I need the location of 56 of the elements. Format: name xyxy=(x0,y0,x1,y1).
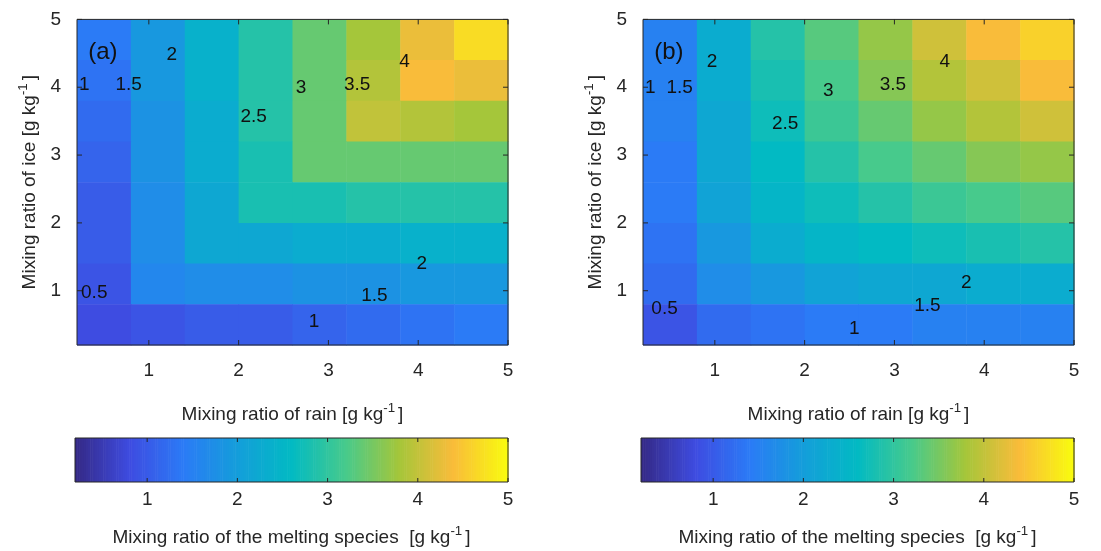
y-tick-label: 2 xyxy=(50,211,61,233)
y-tick-label: 5 xyxy=(616,7,627,29)
annotation: 3.5 xyxy=(879,72,907,94)
annotation: (a) xyxy=(88,36,118,64)
x-tick-label: 5 xyxy=(502,358,514,380)
annotation: 1.5 xyxy=(115,72,142,94)
annotation: 1.5 xyxy=(666,76,693,98)
annotation: 1 xyxy=(308,310,320,332)
color-bar-label: 1 xyxy=(707,487,719,509)
annotation: 3 xyxy=(295,76,307,98)
y-tick-label: 2 xyxy=(616,211,627,233)
annotation: 4 xyxy=(939,49,951,71)
annotation: 3.5 xyxy=(343,72,371,94)
x-tick-label: 3 xyxy=(889,358,900,380)
color-bar-label: 5 xyxy=(1068,487,1080,509)
x-tick-label: 3 xyxy=(323,358,334,380)
annotation: 2 xyxy=(416,251,428,273)
y-axis-title: Mixing ratio of ice [g kg-1] xyxy=(15,74,39,290)
x-tick-label: 1 xyxy=(143,358,155,380)
color-bar-label: 2 xyxy=(798,487,809,509)
color-bar-label: 1 xyxy=(141,487,153,509)
y-tick-label: 3 xyxy=(50,143,61,165)
annotation: 1 xyxy=(848,316,860,338)
color-bar-label: 4 xyxy=(412,487,424,509)
annotation: 2.5 xyxy=(240,105,267,127)
x-tick-label: 5 xyxy=(1068,358,1080,380)
annotation: 2 xyxy=(706,49,718,71)
x-tick-label: 4 xyxy=(412,358,424,380)
x-tick-label: 2 xyxy=(799,358,810,380)
annotation: 1 xyxy=(78,72,90,94)
y-tick-label: 4 xyxy=(616,75,628,97)
y-tick-label: 1 xyxy=(50,278,61,300)
y-tick-label: 1 xyxy=(616,278,627,300)
annotation: 1 xyxy=(644,76,656,98)
annotation: 0.5 xyxy=(81,281,108,303)
y-axis-title: Mixing ratio of ice [g kg-1] xyxy=(581,74,605,290)
color-bar-label: 2 xyxy=(232,487,243,509)
x-tick-label: 1 xyxy=(709,358,721,380)
annotation: 3 xyxy=(823,79,834,101)
x-tick-label: 2 xyxy=(233,358,244,380)
annotation: (b) xyxy=(654,36,684,64)
color-bar-label: 4 xyxy=(978,487,990,509)
annotation: 1.5 xyxy=(914,294,941,316)
x-tick-label: 4 xyxy=(978,358,990,380)
y-tick-label: 5 xyxy=(50,7,61,29)
y-tick-label: 3 xyxy=(616,143,627,165)
annotation: 0.5 xyxy=(651,297,678,319)
color-bar-label: 3 xyxy=(322,487,333,509)
annotation: 2 xyxy=(166,43,178,65)
annotation: 1.5 xyxy=(361,284,388,306)
color-bar-label: 5 xyxy=(502,487,514,509)
annotation: 2.5 xyxy=(772,111,799,133)
annotation: 4 xyxy=(399,49,411,71)
y-tick-label: 4 xyxy=(50,75,62,97)
color-bar-label: 3 xyxy=(888,487,899,509)
annotation: 2 xyxy=(960,271,972,293)
